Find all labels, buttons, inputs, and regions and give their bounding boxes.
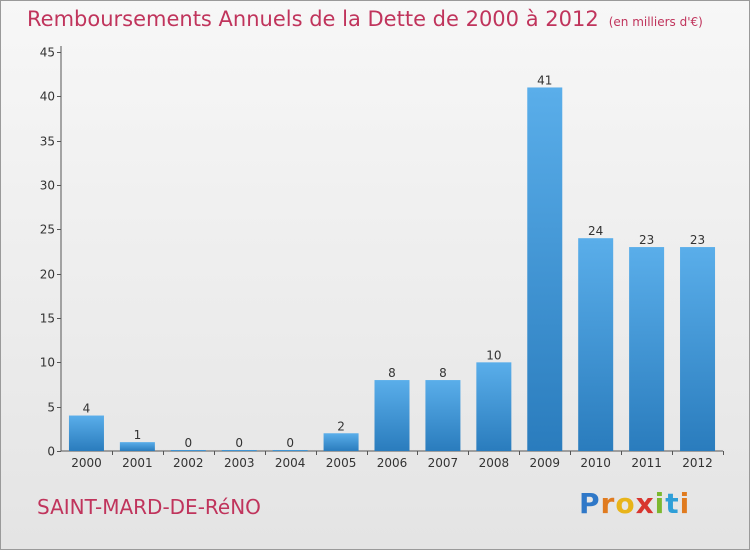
x-tick-label: 2000: [71, 456, 102, 470]
bar-2001: [119, 442, 155, 451]
data-label-2004: 0: [286, 436, 294, 450]
chart-subtitle: (en milliers d'€): [608, 15, 703, 29]
logo-letter: x: [635, 487, 655, 520]
x-tick-label: 2011: [631, 456, 662, 470]
data-label-2006: 8: [388, 366, 396, 380]
data-label-2008: 10: [486, 348, 501, 362]
data-label-2003: 0: [235, 436, 243, 450]
y-tick-label: 15: [40, 312, 55, 326]
x-tick-label: 2007: [428, 456, 459, 470]
bar-2011: [629, 247, 665, 451]
x-tick-label: 2004: [275, 456, 306, 470]
y-tick-label: 10: [40, 356, 55, 370]
bar-2003: [221, 450, 257, 451]
data-label-2012: 23: [690, 233, 705, 247]
x-tick-label: 2005: [326, 456, 357, 470]
y-tick-label: 0: [47, 445, 55, 459]
y-tick-label: 45: [40, 46, 55, 60]
logo-letter: t: [665, 487, 680, 520]
x-tick-label: 2002: [173, 456, 204, 470]
x-tick-label: 2008: [479, 456, 510, 470]
bar-2004: [272, 450, 308, 451]
data-label-2010: 24: [588, 224, 603, 238]
bar-2009: [527, 87, 563, 451]
bar-2010: [578, 238, 614, 451]
y-tick-label: 20: [40, 268, 55, 282]
logo-letter: i: [679, 487, 691, 520]
bar-2000: [68, 415, 104, 451]
data-label-2011: 23: [639, 233, 654, 247]
x-tick-label: 2003: [224, 456, 255, 470]
data-label-2002: 0: [184, 436, 192, 450]
x-tick-label: 2001: [122, 456, 153, 470]
x-tick-label: 2010: [580, 456, 611, 470]
bar-2006: [374, 380, 410, 451]
x-tick-label: 2012: [682, 456, 713, 470]
bar-2007: [425, 380, 461, 451]
logo-letter: i: [654, 487, 666, 520]
y-tick-label: 40: [40, 90, 55, 104]
y-tick-label: 35: [40, 135, 55, 149]
bar-2012: [680, 247, 716, 451]
chart-bars: [68, 87, 716, 451]
data-label-2005: 2: [337, 419, 345, 433]
x-tick-label: 2009: [529, 456, 560, 470]
logo-letter: o: [615, 487, 636, 520]
bar-2005: [323, 433, 359, 451]
x-tick-label: 2006: [377, 456, 408, 470]
data-label-2009: 41: [537, 73, 552, 87]
data-label-2000: 4: [83, 402, 91, 416]
proxiti-logo: Proxiti: [579, 487, 690, 520]
chart-title: Remboursements Annuels de la Dette de 20…: [27, 7, 703, 31]
y-tick-label: 30: [40, 179, 55, 193]
y-tick-label: 5: [47, 401, 55, 415]
logo-letter: P: [579, 487, 601, 520]
data-label-2007: 8: [439, 366, 447, 380]
chart-title-text: Remboursements Annuels de la Dette de 20…: [27, 7, 599, 31]
bar-2008: [476, 362, 512, 451]
logo-letter: r: [600, 487, 616, 520]
data-label-2001: 1: [134, 428, 142, 442]
bar-2002: [170, 450, 206, 451]
commune-name: SAINT-MARD-DE-RéNO: [37, 495, 261, 519]
y-tick-label: 25: [40, 223, 55, 237]
